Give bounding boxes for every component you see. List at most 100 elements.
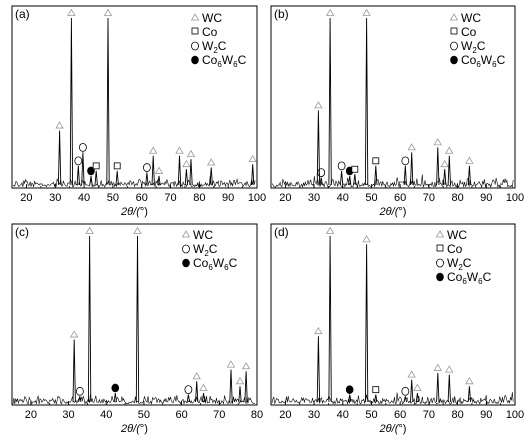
x-tick-label: 100 <box>248 192 266 204</box>
x-tick-label: 30 <box>62 409 74 421</box>
noise-baseline <box>12 394 256 405</box>
wc-marker <box>413 383 422 391</box>
open-circle-icon <box>182 244 190 254</box>
x-tick-label: 20 <box>20 192 32 204</box>
w2c-marker <box>142 163 151 172</box>
peak <box>177 155 182 186</box>
legend-entry: Co6W6C <box>436 270 492 286</box>
filled-circle-icon <box>436 272 444 282</box>
peak <box>69 17 74 186</box>
square-icon <box>191 27 199 35</box>
wc-marker <box>248 154 257 163</box>
x-tick-label: 50 <box>365 192 377 204</box>
wc-marker <box>440 159 449 168</box>
w2c-marker <box>317 168 326 178</box>
x-tick-label: 20 <box>25 409 37 421</box>
x-tick-label: 90 <box>480 409 492 421</box>
x-axis-title: 2θ/(°) <box>379 423 407 435</box>
wc-marker <box>433 138 442 146</box>
legend-label: WC <box>193 228 213 242</box>
wc-marker <box>149 146 158 154</box>
peak <box>157 175 161 186</box>
peak <box>113 392 117 403</box>
open-circle-icon <box>450 41 458 51</box>
x-tick-label: 30 <box>308 409 320 421</box>
legend-label: W2C <box>447 256 472 272</box>
wc-marker <box>445 365 454 373</box>
peak <box>328 235 332 403</box>
wc-marker <box>325 226 335 234</box>
legend-entry: Co <box>191 25 218 39</box>
peak <box>316 110 321 186</box>
peak <box>72 339 76 403</box>
triangle-icon <box>181 230 191 238</box>
panel-b: (b) 20 30 40 50 60 70 80 90 100 2θ/(°) WCCoW2CCo6W6… <box>270 5 524 218</box>
plot-frame <box>270 223 516 406</box>
x-tick-label: 80 <box>251 409 263 421</box>
x-tick-label: 60 <box>394 192 406 204</box>
peak <box>151 155 155 186</box>
x-tick-label: 70 <box>213 409 225 421</box>
peak <box>94 170 98 186</box>
wc-marker <box>433 363 442 371</box>
peak <box>244 371 248 403</box>
legend-entry: WC <box>181 228 213 242</box>
wc-marker <box>175 146 184 154</box>
wc-marker <box>407 370 416 378</box>
peak <box>339 170 344 186</box>
wc-marker <box>241 361 251 370</box>
legend-entry: WC <box>190 11 222 25</box>
x-tick-label: 90 <box>222 192 234 204</box>
x-tick-label: 60 <box>175 409 187 421</box>
legend-entry: Co6W6C <box>450 53 506 69</box>
legend-label: Co6W6C <box>193 256 238 272</box>
peak <box>209 167 213 186</box>
legend-entry: W2C <box>450 39 486 55</box>
panel-label: (a) <box>15 7 30 21</box>
w2c-marker <box>337 161 346 171</box>
x-tick-label: 20 <box>279 409 291 421</box>
wc-marker <box>154 166 164 174</box>
peak <box>87 235 92 403</box>
peak <box>443 169 447 186</box>
wc-marker <box>69 330 79 338</box>
legend-entry: WC <box>435 228 467 242</box>
x-tick-label: 50 <box>365 409 377 421</box>
wc-marker <box>133 226 142 234</box>
legend-label: WC <box>202 11 222 25</box>
legend-entry: W2C <box>191 39 227 55</box>
co-marker <box>372 157 380 165</box>
peak <box>436 372 440 403</box>
panel-d: (d) 20 30 40 50 60 70 80 90 100 2θ/(°) WCCoW2CCo6W6… <box>270 223 524 435</box>
wc-marker <box>362 8 371 16</box>
peak <box>410 152 414 186</box>
wc-marker <box>325 8 335 16</box>
open-circle-icon <box>436 258 444 268</box>
wc-marker <box>226 360 236 368</box>
peak <box>348 394 352 403</box>
peak <box>186 394 191 403</box>
noise-baseline <box>12 176 256 189</box>
wc-marker <box>465 156 474 164</box>
x-tick-label: 40 <box>100 409 112 421</box>
peak <box>201 392 206 403</box>
legend-entry: Co <box>436 242 463 256</box>
wc-marker <box>314 326 323 335</box>
x-tick-label: 100 <box>506 192 524 204</box>
legend-label: WC <box>461 11 481 25</box>
peak <box>348 175 352 186</box>
peak <box>76 165 80 186</box>
x-tick-label: 70 <box>164 192 176 204</box>
filled-circle-icon <box>450 55 458 65</box>
peak <box>447 155 451 186</box>
legend-label: W2C <box>461 39 486 55</box>
peak <box>415 392 420 403</box>
open-circle-icon <box>191 41 199 51</box>
triangle-icon <box>435 230 445 238</box>
x-tick-label: 60 <box>394 409 406 421</box>
w2c-marker <box>79 142 87 152</box>
peak <box>447 374 451 403</box>
x-tick-label: 90 <box>480 192 492 204</box>
peak <box>135 235 140 403</box>
peak <box>81 152 85 186</box>
